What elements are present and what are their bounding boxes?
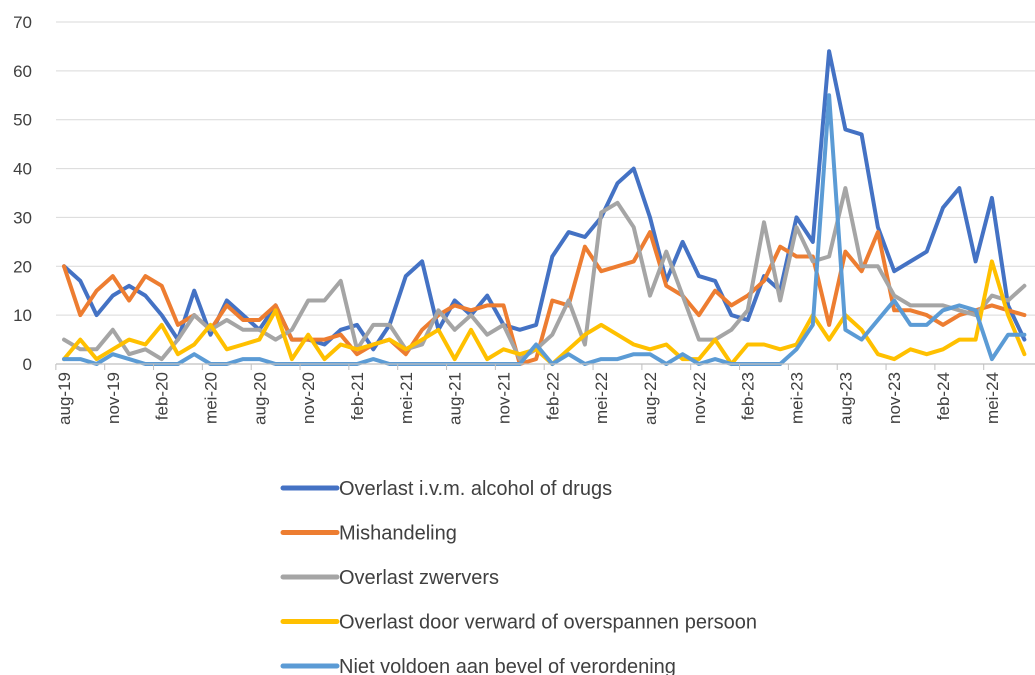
y-tick-label: 70: [13, 13, 32, 32]
x-tick-label: feb-23: [739, 372, 758, 420]
x-tick-label: nov-20: [299, 372, 318, 424]
y-tick-label: 20: [13, 257, 32, 276]
x-tick-label: aug-21: [446, 372, 465, 425]
x-axis-tick-labels: aug-19 nov-19 feb-20 mei-20 aug-20 nov-20 feb-…: [55, 372, 1002, 425]
y-tick-label: 50: [13, 111, 32, 130]
y-axis-tick-labels: 0 10 20 30 40 50 60 70: [13, 13, 32, 374]
x-tick-label: mei-24: [983, 372, 1002, 424]
series-line-3: [62, 186, 1027, 362]
y-tick-label: 30: [13, 208, 32, 227]
x-tick-label: aug-19: [55, 372, 74, 425]
x-tick-label: aug-23: [836, 372, 855, 425]
x-tick-label: aug-22: [641, 372, 660, 425]
x-tick-label: mei-20: [202, 372, 221, 424]
x-tick-label: nov-21: [495, 372, 514, 424]
gridlines: [56, 21, 1035, 316]
x-tick-label: mei-21: [397, 372, 416, 424]
series-lines: [62, 49, 1027, 366]
legend-label-1: Overlast i.v.m. alcohol of drugs: [339, 478, 612, 500]
x-tick-label: feb-21: [348, 372, 367, 420]
y-tick-label: 10: [13, 306, 32, 325]
x-tick-label: feb-24: [934, 372, 953, 420]
series-line-4: [62, 259, 1027, 366]
y-tick-label: 0: [23, 355, 32, 374]
y-tick-label: 40: [13, 160, 32, 179]
legend-label-5: Niet voldoen aan bevel of verordening: [339, 656, 676, 675]
legend-label-3: Overlast zwervers: [339, 567, 499, 589]
y-tick-label: 60: [13, 62, 32, 81]
x-tick-label: nov-22: [690, 372, 709, 424]
x-tick-label: aug-20: [250, 372, 269, 425]
legend-label-2: Mishandeling: [339, 523, 457, 545]
x-tick-label: feb-20: [153, 372, 172, 420]
x-tick-label: mei-23: [788, 372, 807, 424]
legend-label-4: Overlast door verward of overspannen per…: [339, 612, 757, 634]
x-tick-label: feb-22: [543, 372, 562, 420]
x-axis: [55, 363, 1035, 370]
x-tick-label: nov-23: [885, 372, 904, 424]
series-line-1: [62, 49, 1027, 352]
x-tick-label: mei-22: [592, 372, 611, 424]
x-tick-label: nov-19: [104, 372, 123, 424]
legend: Overlast i.v.m. alcohol of drugs Mishande…: [280, 478, 757, 675]
